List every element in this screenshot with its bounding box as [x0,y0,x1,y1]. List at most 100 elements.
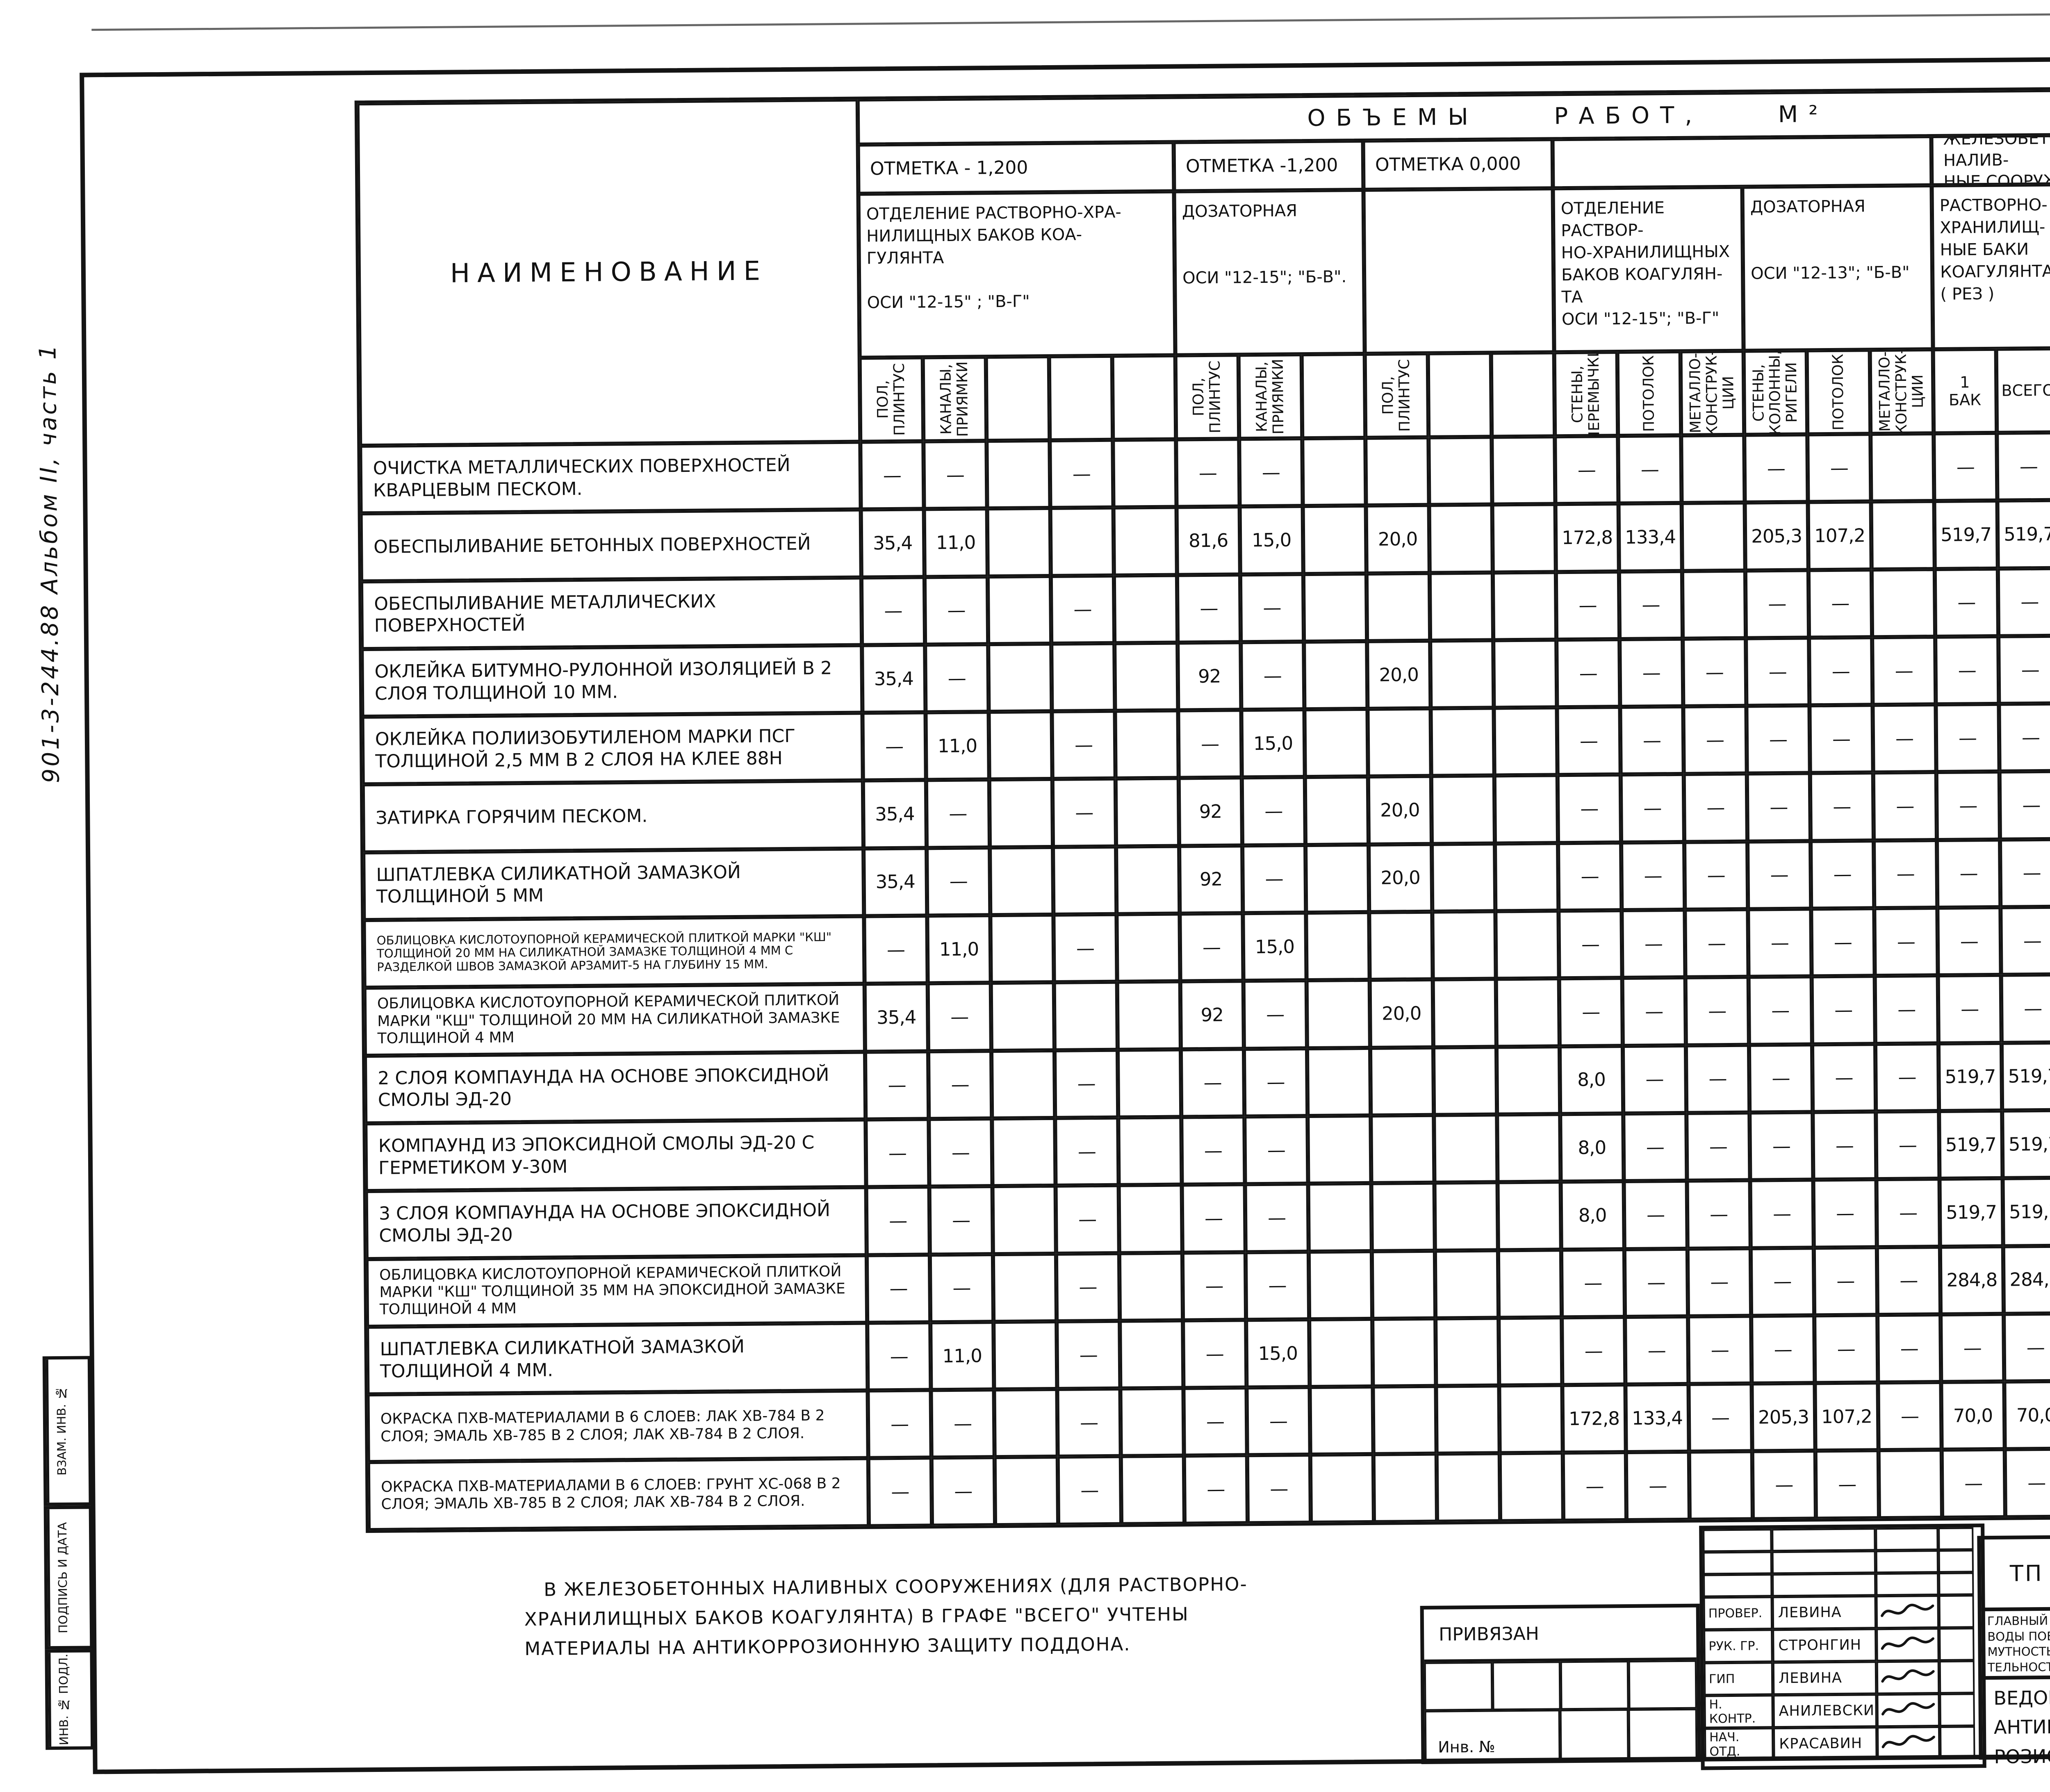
work-value-cell: — [1814,1315,1878,1383]
attached-label: Привязан [1424,1607,1697,1662]
work-value-cell [1371,1115,1435,1184]
work-value-cell: — [1999,771,2050,840]
work-value-cell [1121,1455,1185,1524]
signature-name: Анилевский [1773,1694,1877,1728]
signature-scribble [1881,1603,1934,1617]
work-value-cell: — [923,441,987,509]
work-value-cell [1303,573,1367,642]
work-item-name: 2 слоя компаунда на основе эпоксидной см… [364,1052,866,1124]
work-value-cell: — [931,1389,995,1458]
work-value-cell: 8,0 [1559,1045,1624,1114]
work-value-cell: — [866,1254,931,1323]
work-value-cell: — [1555,436,1619,504]
work-value-cell: — [1054,1050,1118,1118]
work-value-cell [1495,843,1559,911]
work-value-cell [1430,640,1494,708]
work-value-cell: — [1934,568,1999,637]
work-value-cell: — [1625,1316,1689,1385]
work-value-cell: — [1243,980,1307,1049]
work-value-cell: — [1938,975,2002,1043]
work-value-cell: — [1813,1179,1877,1248]
work-value-cell: — [1812,1043,1876,1112]
inventory-number-label: Инв. № [1424,1710,1560,1760]
work-value-cell: — [929,1118,993,1187]
work-value-cell: — [1621,842,1685,911]
work-value-cell: — [1683,774,1747,842]
work-value-cell [1429,504,1493,573]
work-value-cell [1492,436,1556,505]
work-value-cell: 20,0 [1369,979,1433,1048]
work-value-cell: — [1057,1388,1121,1457]
work-value-cell: — [1556,639,1620,708]
work-value-cell: — [1750,1179,1814,1248]
work-value-cell: — [1622,1045,1687,1114]
work-value-cell [1054,982,1118,1050]
work-value-cell: — [1056,1253,1120,1321]
group-header-rez-tanks: Растворно- хранилищ- ные баки коагулянта… [1932,184,2050,350]
work-value-cell [1310,1454,1374,1523]
work-value-cell: — [1180,1048,1245,1117]
group-header-empty [1363,188,1554,354]
work-value-cell: — [1876,1111,1940,1179]
work-value-cell [1436,1385,1500,1454]
work-value-cell: 519,7 [1934,501,1998,569]
revision-empty-cell [1703,1529,1772,1552]
work-value-cell: — [1244,1116,1308,1184]
work-value-cell: — [1997,432,2050,501]
work-value-cell [1433,1047,1497,1115]
work-value-cell: 519,7 [1939,1110,2003,1179]
signature-date-cell [1939,1660,1975,1694]
work-value-cell: — [925,644,989,713]
work-value-cell: 519,7 [2002,1110,2050,1179]
work-value-cell [1432,911,1496,980]
work-value-cell [1373,1386,1437,1455]
work-value-cell: — [924,576,989,645]
anchor-grid-cell [1492,1661,1561,1710]
work-value-cell: — [1180,913,1244,981]
work-value-cell [1118,1184,1182,1253]
work-value-cell: — [1057,1321,1121,1389]
work-value-cell [1431,775,1495,844]
work-value-cell [1365,437,1429,506]
work-value-cell [1117,1049,1182,1118]
work-value-cell: — [1050,575,1115,644]
work-value-cell: — [1808,569,1872,638]
work-value-cell: — [1183,1320,1247,1388]
work-value-cell: — [1184,1455,1248,1524]
work-value-cell: 11,0 [927,915,991,984]
work-value-cell: 133,4 [1618,503,1682,572]
work-value-cell [1307,1047,1371,1116]
column-subheader: Стены, перемычки [1554,352,1618,437]
signature-date-cell [1939,1628,1975,1661]
revision-empty-cell [1876,1573,1939,1596]
column-subheader: Потолок [1806,350,1871,435]
work-value-cell: — [1813,1247,1878,1316]
work-item-name: Компаунд из эпоксидной смолы ЭД-20 с гер… [365,1119,866,1191]
work-value-cell: — [929,1254,994,1323]
title-block: ТП 901-3-244.88 А3 Главный корпус для ст… [1977,1532,2050,1774]
work-value-cell: — [1811,976,1875,1045]
side-stamp-label: Взам. инв. № [46,1359,75,1503]
paper-top-edge [91,10,2050,31]
anchor-grid [1424,1660,1697,1711]
anchor-box: Привязан Инв. № [1420,1603,1701,1764]
work-value-cell: — [1057,1456,1122,1525]
column-subheader [1112,355,1176,440]
work-value-cell [1372,1318,1436,1387]
work-value-cell: — [1557,774,1622,843]
anchor-grid-cell [1628,1660,1697,1709]
work-value-cell: — [1624,1181,1688,1249]
work-value-cell: — [866,1186,930,1255]
work-value-cell: — [1618,435,1682,504]
work-value-cell: — [1877,1246,1941,1315]
note-text: В железобетонных наливных сооружениях (д… [524,1573,1248,1660]
work-value-cell: — [1562,1316,1626,1385]
work-value-cell: — [1242,845,1306,913]
work-value-cell: 284,8 [1940,1246,2004,1314]
revision-empty-cell [1938,1572,1974,1596]
work-value-cell: — [1935,636,1999,705]
work-value-cell: — [928,1050,992,1119]
work-value-cell: — [1936,839,2001,908]
work-value-cell [1367,708,1431,777]
